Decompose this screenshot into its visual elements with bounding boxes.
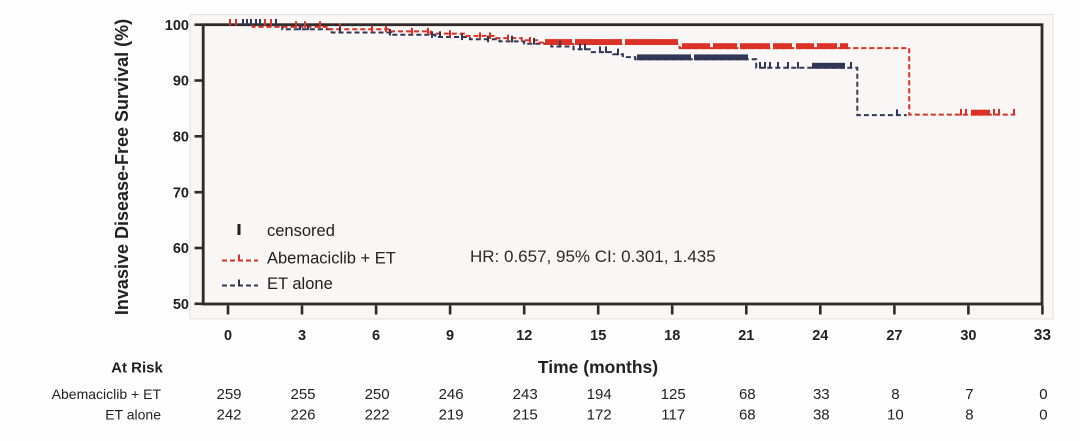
svg-text:HR: 0.657, 95% CI: 0.301, 1.43: HR: 0.657, 95% CI: 0.301, 1.435 xyxy=(470,247,716,266)
svg-text:243: 243 xyxy=(513,386,538,403)
svg-text:10: 10 xyxy=(887,407,904,424)
svg-text:0: 0 xyxy=(1039,407,1047,424)
svg-text:38: 38 xyxy=(813,407,830,424)
svg-text:117: 117 xyxy=(661,407,685,424)
svg-text:15: 15 xyxy=(590,328,606,344)
svg-text:215: 215 xyxy=(513,407,538,424)
svg-text:33: 33 xyxy=(1034,327,1052,344)
svg-text:250: 250 xyxy=(365,386,390,403)
svg-text:censored: censored xyxy=(267,222,335,240)
svg-text:Abemaciclib + ET: Abemaciclib + ET xyxy=(267,250,396,268)
svg-text:242: 242 xyxy=(216,407,241,424)
svg-text:80: 80 xyxy=(173,130,189,146)
svg-text:12: 12 xyxy=(516,328,532,344)
svg-text:ET alone: ET alone xyxy=(105,407,161,423)
svg-text:7: 7 xyxy=(965,386,973,403)
svg-text:0: 0 xyxy=(1039,386,1047,403)
svg-text:24: 24 xyxy=(812,328,828,344)
svg-text:125: 125 xyxy=(661,386,686,403)
svg-text:21: 21 xyxy=(738,328,754,344)
svg-text:3: 3 xyxy=(298,328,306,344)
svg-text:30: 30 xyxy=(960,328,976,344)
svg-text:9: 9 xyxy=(446,328,454,344)
svg-text:68: 68 xyxy=(739,407,756,424)
svg-text:90: 90 xyxy=(173,74,189,90)
svg-text:68: 68 xyxy=(739,386,756,403)
svg-text:33: 33 xyxy=(813,386,830,403)
svg-text:50: 50 xyxy=(173,297,189,313)
svg-text:222: 222 xyxy=(365,407,390,424)
svg-text:194: 194 xyxy=(587,386,612,403)
svg-text:246: 246 xyxy=(439,386,464,403)
svg-text:27: 27 xyxy=(886,328,902,344)
svg-text:226: 226 xyxy=(290,407,315,424)
svg-text:100: 100 xyxy=(165,18,189,34)
svg-text:Abemaciclib + ET: Abemaciclib + ET xyxy=(52,386,162,402)
svg-text:At Risk: At Risk xyxy=(111,360,163,377)
svg-text:219: 219 xyxy=(439,407,464,424)
svg-text:259: 259 xyxy=(216,386,241,403)
svg-text:8: 8 xyxy=(965,407,973,424)
svg-text:8: 8 xyxy=(891,386,899,403)
svg-text:60: 60 xyxy=(173,241,189,257)
svg-text:ET alone: ET alone xyxy=(267,275,333,293)
svg-text:Invasive Disease-Free Survival: Invasive Disease-Free Survival (%) xyxy=(112,19,132,315)
svg-text:255: 255 xyxy=(290,386,315,403)
svg-text:6: 6 xyxy=(372,328,380,344)
svg-text:Time (months): Time (months) xyxy=(538,357,658,377)
svg-text:172: 172 xyxy=(587,407,612,424)
svg-text:70: 70 xyxy=(173,185,189,201)
svg-text:0: 0 xyxy=(224,328,232,344)
svg-text:18: 18 xyxy=(664,328,680,344)
